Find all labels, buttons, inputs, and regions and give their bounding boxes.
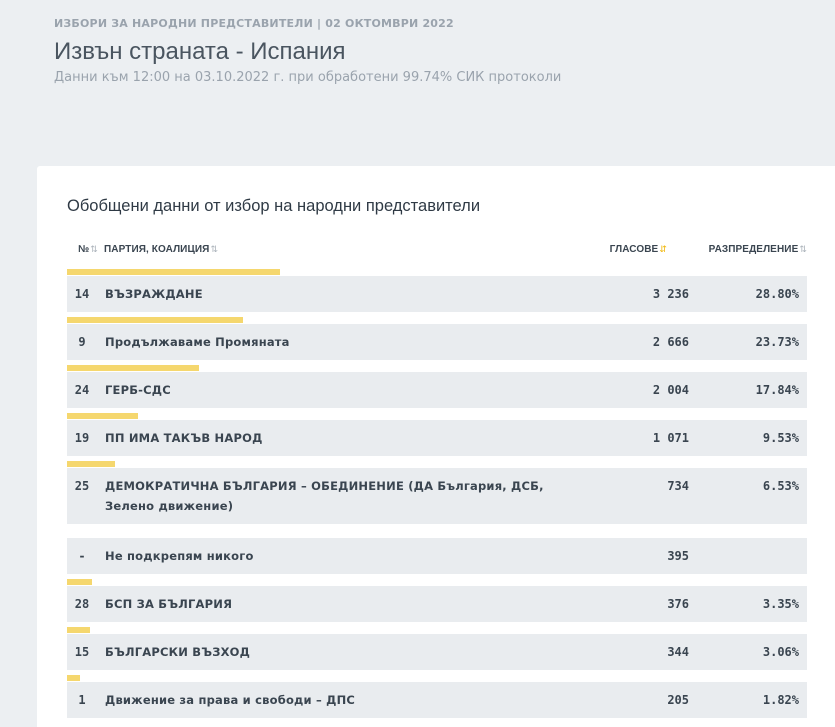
votes-count: 344 bbox=[667, 645, 689, 659]
results-card: Обобщени данни от избор на народни предс… bbox=[37, 166, 835, 727]
column-header-no[interactable]: №⇅ bbox=[78, 244, 98, 255]
vote-share: 17.84% bbox=[755, 383, 799, 397]
party-name: ДЕМОКРАТИЧНА БЪЛГАРИЯ – ОБЕДИНЕНИЕ (ДА Б… bbox=[105, 479, 544, 513]
vote-share: 6.53% bbox=[762, 479, 799, 493]
sort-icon: ⇅ bbox=[210, 244, 219, 254]
party-number: 1 bbox=[78, 693, 86, 707]
share-bar bbox=[67, 317, 243, 323]
votes-count: 395 bbox=[667, 549, 689, 563]
share-bar bbox=[67, 579, 92, 585]
votes-count: 2 666 bbox=[652, 335, 689, 349]
votes-count: 205 bbox=[667, 693, 689, 707]
card-title: Обобщени данни от избор на народни предс… bbox=[67, 197, 481, 215]
table-row[interactable]: 24 ГЕРБ-СДС 2 004 17.84% bbox=[67, 365, 807, 408]
party-name: БСП ЗА БЪЛГАРИЯ bbox=[105, 597, 233, 611]
votes-count: 1 071 bbox=[652, 431, 689, 445]
party-number: 9 bbox=[78, 335, 86, 349]
vote-share: 1.82% bbox=[762, 693, 799, 707]
share-bar bbox=[67, 461, 115, 467]
party-number: 15 bbox=[74, 645, 90, 659]
table-row[interactable]: 28 БСП ЗА БЪЛГАРИЯ 376 3.35% bbox=[67, 579, 807, 622]
votes-count: 376 bbox=[667, 597, 689, 611]
votes-count: 3 236 bbox=[652, 287, 689, 301]
party-number: 25 bbox=[74, 479, 90, 493]
share-bar bbox=[67, 675, 80, 681]
party-name: Продължаваме Промяната bbox=[105, 335, 290, 349]
column-header-party[interactable]: ПАРТИЯ, КОАЛИЦИЯ⇅ bbox=[104, 244, 219, 255]
table-row[interactable]: 14 ВЪЗРАЖДАНЕ 3 236 28.80% bbox=[67, 269, 807, 312]
sort-descending-icon: ⇵ bbox=[659, 244, 667, 254]
share-bar bbox=[67, 269, 280, 275]
votes-count: 734 bbox=[667, 479, 689, 493]
party-name: ПП ИМА ТАКЪВ НАРОД bbox=[105, 431, 263, 445]
table-row[interactable]: 15 БЪЛГАРСКИ ВЪЗХОД 344 3.06% bbox=[67, 627, 807, 670]
table-row[interactable]: - Не подкрепям никого 395 bbox=[67, 538, 807, 574]
column-header-votes[interactable]: ГЛАСОВЕ⇵ bbox=[609, 244, 667, 255]
vote-share: 23.73% bbox=[755, 335, 799, 349]
share-bar bbox=[67, 413, 138, 419]
page-header: ИЗБОРИ ЗА НАРОДНИ ПРЕДСТАВИТЕЛИ | 02 ОКТ… bbox=[54, 15, 815, 87]
vote-share: 9.53% bbox=[762, 431, 799, 445]
column-header-share[interactable]: РАЗПРЕДЕЛЕНИЕ⇅ bbox=[708, 244, 807, 255]
table-header: №⇅ ПАРТИЯ, КОАЛИЦИЯ⇅ ГЛАСОВЕ⇵ РАЗПРЕДЕЛЕ… bbox=[67, 244, 807, 264]
party-name: ВЪЗРАЖДАНЕ bbox=[105, 287, 203, 301]
party-name: Движение за права и свободи – ДПС bbox=[105, 693, 356, 707]
party-number: 19 bbox=[74, 431, 90, 445]
data-status-subtitle: Данни към 12:00 на 03.10.2022 г. при обр… bbox=[54, 70, 562, 85]
party-number: 14 bbox=[74, 287, 90, 301]
vote-share: 28.80% bbox=[755, 287, 799, 301]
party-name: БЪЛГАРСКИ ВЪЗХОД bbox=[105, 645, 251, 659]
share-bar bbox=[67, 627, 90, 633]
party-number: - bbox=[78, 549, 86, 563]
table-row[interactable]: 1 Движение за права и свободи – ДПС 205 1.8… bbox=[67, 675, 807, 718]
table-row[interactable]: 9 Продължаваме Промяната 2 666 23.73% bbox=[67, 317, 807, 360]
election-supertitle: ИЗБОРИ ЗА НАРОДНИ ПРЕДСТАВИТЕЛИ | 02 ОКТ… bbox=[54, 17, 454, 30]
sort-icon: ⇅ bbox=[90, 244, 98, 254]
votes-count: 2 004 bbox=[652, 383, 689, 397]
table-row[interactable]: 19 ПП ИМА ТАКЪВ НАРОД 1 071 9.53% bbox=[67, 413, 807, 456]
share-bar bbox=[67, 365, 199, 371]
sort-icon: ⇅ bbox=[799, 244, 807, 254]
party-name: Не подкрепям никого bbox=[105, 549, 254, 563]
party-name: ГЕРБ-СДС bbox=[105, 383, 171, 397]
table-row[interactable]: 25 ДЕМОКРАТИЧНА БЪЛГАРИЯ – ОБЕДИНЕНИЕ (ДА… bbox=[67, 461, 807, 524]
page-title: Извън страната - Испания bbox=[54, 38, 346, 65]
party-number: 28 bbox=[74, 597, 90, 611]
vote-share: 3.06% bbox=[762, 645, 799, 659]
party-number: 24 bbox=[74, 383, 90, 397]
vote-share: 3.35% bbox=[762, 597, 799, 611]
